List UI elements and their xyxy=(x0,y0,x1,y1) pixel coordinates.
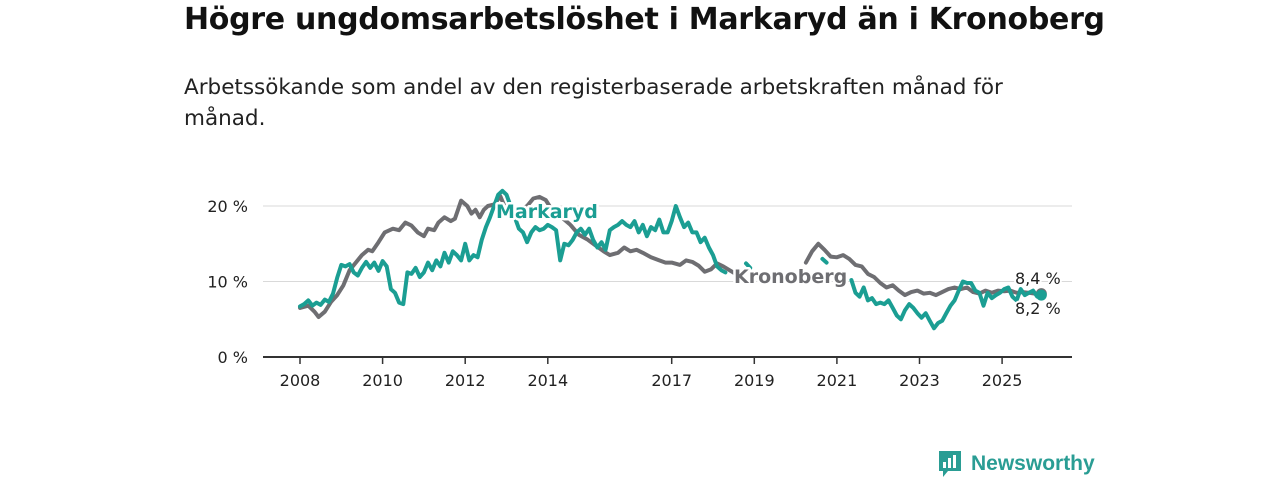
chart-subtitle: Arbetssökande som andel av den registerb… xyxy=(184,75,1003,131)
series-lines xyxy=(298,188,1047,331)
y-tick-label: 20 % xyxy=(207,197,248,216)
x-tick-label: 2021 xyxy=(817,371,858,390)
x-tick-label: 2012 xyxy=(445,371,486,390)
series-line-kronoberg xyxy=(298,194,1044,319)
series-line-markaryd xyxy=(298,188,1044,331)
newsworthy-brand[interactable]: Newsworthy xyxy=(937,448,1095,480)
series-label-markaryd: Markaryd xyxy=(496,201,598,223)
x-tick-label: 2010 xyxy=(362,371,403,390)
x-tick-label: 2023 xyxy=(899,371,940,390)
x-tick-label: 2025 xyxy=(982,371,1023,390)
series-end-dot-markaryd xyxy=(1035,289,1047,301)
series-labels: Kronoberg Markaryd 8,4 % 8,2 % xyxy=(494,199,1063,321)
series-label-kronoberg: Kronoberg xyxy=(734,266,847,288)
y-axis-ticks: 0 % 10 % 20 % xyxy=(207,197,248,367)
chart-title: Högre ungdomsarbetslöshet i Markaryd än … xyxy=(184,2,1105,37)
end-value-label-kronoberg: 8,4 % xyxy=(1015,269,1061,288)
x-tick-label: 2014 xyxy=(527,371,568,390)
end-value-label-markaryd: 8,2 % xyxy=(1015,299,1061,318)
bar-chart-logo-icon xyxy=(937,449,963,479)
y-tick-label: 10 % xyxy=(207,273,248,292)
x-tick-label: 2008 xyxy=(280,371,321,390)
x-tick-label: 2017 xyxy=(651,371,692,390)
y-tick-label: 0 % xyxy=(218,348,248,367)
x-tick-label: 2019 xyxy=(734,371,775,390)
x-axis-ticks: 2008 2010 2012 2014 2017 2019 2021 2023 2025 xyxy=(263,356,1072,390)
gridlines xyxy=(263,205,1072,282)
brand-name: Newsworthy xyxy=(971,452,1095,475)
